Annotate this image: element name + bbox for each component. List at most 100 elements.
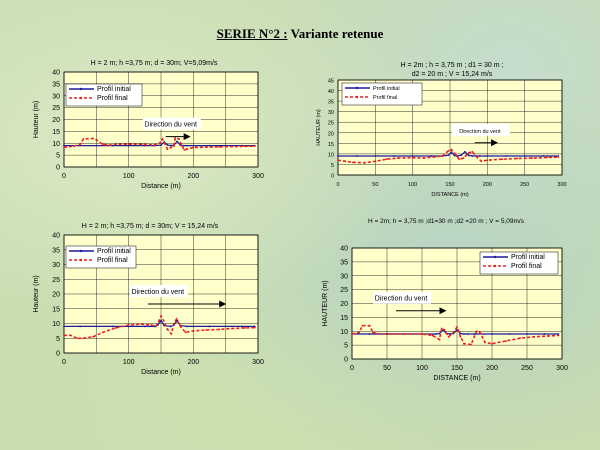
x-tick-label: 300 bbox=[252, 359, 264, 366]
data-point-final bbox=[69, 334, 72, 337]
data-point-final bbox=[175, 318, 178, 320]
data-point-final bbox=[484, 341, 486, 344]
data-point-final bbox=[244, 327, 246, 329]
x-tick-label: 300 bbox=[557, 182, 566, 188]
x-tick-label: 200 bbox=[483, 182, 492, 188]
data-point-final bbox=[456, 326, 458, 328]
data-point-initial bbox=[557, 333, 560, 335]
y-tick-label: 35 bbox=[52, 81, 60, 88]
data-point-initial bbox=[466, 333, 469, 335]
legend-marker bbox=[493, 255, 497, 259]
x-tick-label: 0 bbox=[62, 359, 66, 366]
series-line-final bbox=[64, 314, 255, 340]
data-point-final bbox=[218, 145, 221, 148]
data-point-final bbox=[462, 157, 465, 160]
y-tick-label: 15 bbox=[52, 306, 60, 313]
data-point-initial bbox=[208, 144, 211, 147]
chart-title: H = 2 m; h =3,75 m; d = 30m; V = 15,24 m… bbox=[82, 223, 219, 230]
chart-2: H = 2m ; h = 3,75 m ; d1 = 30 m ; d2 = 20… bbox=[316, 62, 567, 198]
chart-title-line2: d2 = 20 m ; V = 15,24 m/s bbox=[412, 71, 493, 78]
legend-label: Profil initial bbox=[373, 86, 400, 92]
legend-label: Profil final bbox=[373, 95, 397, 101]
data-point-final bbox=[379, 333, 381, 335]
data-point-final bbox=[163, 142, 166, 145]
data-point-final bbox=[166, 148, 169, 151]
data-point-final bbox=[368, 324, 371, 327]
x-tick-label: 100 bbox=[408, 182, 417, 188]
data-point-final bbox=[475, 156, 478, 158]
data-point-initial bbox=[160, 144, 162, 147]
wind-arrow-head bbox=[219, 300, 227, 308]
y-tick-label: 45 bbox=[328, 79, 334, 85]
y-tick-label: 35 bbox=[52, 247, 60, 254]
y-tick-label: 25 bbox=[340, 287, 348, 294]
data-point-final bbox=[546, 156, 548, 159]
x-tick-label: 250 bbox=[521, 365, 533, 372]
data-point-final bbox=[516, 157, 519, 160]
y-tick-label: 35 bbox=[340, 259, 348, 266]
x-axis-label: Distance (m) bbox=[141, 369, 181, 376]
y-tick-label: 5 bbox=[56, 336, 60, 343]
chart-3: H = 2 m; h =3,75 m; d = 30m; V = 15,24 m… bbox=[33, 223, 264, 376]
data-point-final bbox=[438, 338, 441, 341]
y-tick-label: 40 bbox=[52, 233, 60, 240]
series-line-final bbox=[351, 324, 559, 346]
data-point-final bbox=[185, 148, 188, 151]
y-tick-label: 0 bbox=[56, 165, 60, 172]
y-tick-label: 10 bbox=[328, 152, 334, 158]
data-point-initial bbox=[543, 333, 546, 335]
data-point-final bbox=[421, 333, 423, 335]
annotation-text: Direction du vent bbox=[132, 289, 185, 296]
data-point-final bbox=[452, 331, 455, 334]
title-series-number: SERIE N°2 : bbox=[216, 26, 288, 41]
data-point-final bbox=[557, 334, 560, 337]
data-point-final bbox=[471, 150, 474, 153]
data-point-initial bbox=[95, 144, 98, 147]
legend-label: Profil initial bbox=[97, 86, 131, 93]
data-point-initial bbox=[176, 140, 179, 143]
data-point-final bbox=[205, 329, 208, 331]
x-tick-label: 300 bbox=[556, 365, 568, 372]
data-point-final bbox=[82, 337, 85, 340]
data-point-final bbox=[389, 333, 392, 335]
data-point-initial bbox=[430, 155, 433, 157]
data-point-final bbox=[108, 144, 111, 147]
y-tick-label: 25 bbox=[328, 121, 334, 127]
data-point-initial bbox=[160, 319, 162, 322]
wind-arrow-head bbox=[183, 133, 191, 141]
annotation-box bbox=[451, 123, 510, 136]
data-point-final bbox=[253, 145, 256, 148]
data-point-initial bbox=[153, 325, 156, 328]
legend-label: Profil final bbox=[97, 95, 128, 102]
data-point-final bbox=[205, 146, 208, 148]
data-point-final bbox=[183, 149, 186, 151]
data-point-initial bbox=[95, 325, 98, 328]
data-point-final bbox=[173, 322, 175, 325]
data-point-initial bbox=[464, 150, 466, 153]
series-line-initial bbox=[64, 319, 255, 328]
wind-arrow-head bbox=[491, 139, 499, 147]
data-point-initial bbox=[224, 325, 227, 328]
y-tick-label: 10 bbox=[340, 329, 348, 336]
data-point-final bbox=[140, 143, 143, 146]
data-point-initial bbox=[542, 155, 545, 157]
y-tick-label: 35 bbox=[328, 100, 334, 106]
data-point-final bbox=[441, 155, 444, 157]
legend-label: Profil final bbox=[511, 263, 542, 270]
x-tick-label: 100 bbox=[416, 365, 428, 372]
data-point-final bbox=[218, 328, 221, 331]
data-point-final bbox=[92, 137, 94, 140]
legend-label: Profil final bbox=[97, 257, 128, 264]
y-tick-label: 30 bbox=[52, 262, 60, 269]
y-tick-label: 25 bbox=[52, 105, 60, 112]
data-point-final bbox=[174, 137, 177, 139]
y-axis-label: HAUTEUR (m) bbox=[316, 109, 322, 146]
y-tick-label: 15 bbox=[328, 142, 334, 148]
y-tick-label: 10 bbox=[52, 321, 60, 328]
y-tick-label: 20 bbox=[52, 292, 60, 299]
data-point-final bbox=[160, 315, 162, 318]
data-point-initial bbox=[435, 333, 437, 335]
data-point-final bbox=[450, 148, 453, 151]
data-point-final bbox=[411, 156, 414, 159]
